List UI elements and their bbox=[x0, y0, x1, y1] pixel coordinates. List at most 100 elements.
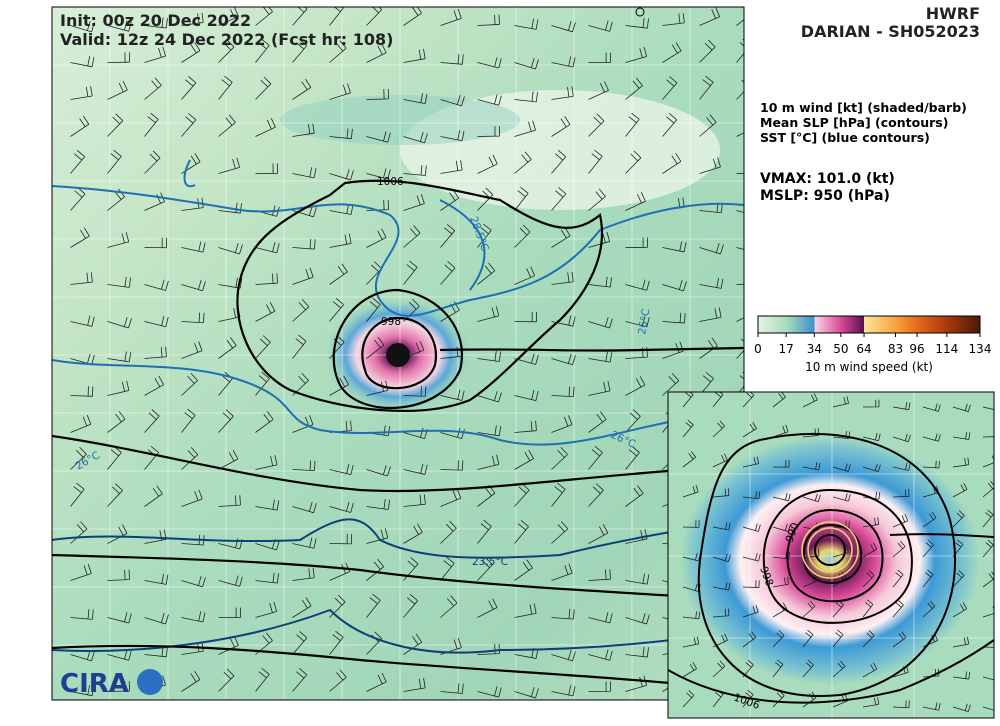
wind-barb bbox=[107, 80, 128, 100]
wind-barb bbox=[292, 501, 317, 514]
wind-barb bbox=[625, 192, 646, 211]
wind-barb bbox=[440, 95, 465, 107]
wind-barb bbox=[403, 593, 418, 618]
wind-barb bbox=[181, 670, 201, 692]
wind-barb bbox=[922, 403, 941, 412]
wind-barb bbox=[366, 168, 391, 180]
wind-barb bbox=[366, 88, 389, 100]
wind-barb bbox=[107, 52, 130, 63]
wind-barb bbox=[107, 524, 128, 544]
wind-barb bbox=[218, 114, 236, 137]
wind-barb bbox=[682, 485, 699, 498]
wind-barb bbox=[625, 112, 640, 137]
wind-barb bbox=[736, 172, 744, 174]
wind-barb bbox=[144, 77, 162, 100]
wind-barb bbox=[255, 371, 270, 396]
wind-barb bbox=[292, 567, 315, 581]
wind-barb bbox=[712, 420, 726, 438]
wind-barb bbox=[892, 433, 911, 443]
wind-barb bbox=[892, 569, 904, 588]
wind-barb bbox=[982, 509, 994, 528]
wind-barb bbox=[892, 599, 904, 618]
wind-barb bbox=[588, 52, 611, 63]
wind-barb bbox=[514, 311, 538, 323]
wind-barb bbox=[699, 157, 721, 174]
marker bbox=[635, 7, 645, 17]
wind-barb bbox=[181, 611, 206, 623]
wind-barb bbox=[862, 542, 878, 558]
wind-barb bbox=[982, 606, 994, 618]
colorbar-tick-label: 64 bbox=[856, 342, 871, 356]
wind-barb bbox=[366, 297, 381, 322]
wind-barb bbox=[218, 157, 241, 174]
wind-barb bbox=[588, 681, 611, 692]
wind-barb bbox=[107, 612, 132, 624]
wind-barb bbox=[625, 409, 641, 433]
wind-barb bbox=[181, 408, 196, 433]
wind-barb bbox=[329, 501, 354, 513]
wind-barb bbox=[218, 277, 243, 289]
wind-barb bbox=[699, 243, 724, 255]
wind-barb bbox=[292, 597, 312, 618]
wind-barb bbox=[477, 519, 492, 544]
wind-barb bbox=[107, 483, 123, 507]
wind-barb bbox=[712, 608, 730, 618]
wind-barb bbox=[144, 409, 160, 433]
wind-barb bbox=[440, 683, 464, 694]
storm-eye bbox=[386, 343, 410, 367]
wind-barb bbox=[218, 607, 241, 618]
wind-barb bbox=[366, 672, 387, 692]
wind-barb bbox=[255, 499, 280, 511]
wind-barb bbox=[551, 20, 576, 33]
wind-barb bbox=[107, 149, 122, 174]
wind-barb bbox=[625, 376, 646, 396]
wind-barb bbox=[477, 57, 502, 69]
wind-barb bbox=[514, 603, 537, 618]
wind-barb bbox=[181, 113, 197, 137]
wind-barb bbox=[625, 646, 649, 658]
wind-barb bbox=[862, 697, 880, 708]
wind-barb bbox=[107, 317, 132, 329]
wind-barb bbox=[514, 120, 536, 137]
wind-barb bbox=[832, 463, 851, 472]
model-name: HWRF bbox=[926, 4, 980, 23]
wind-barb bbox=[477, 425, 502, 437]
wind-barb bbox=[218, 409, 234, 433]
wind-barb bbox=[952, 703, 971, 712]
wind-barb bbox=[477, 643, 500, 655]
wind-barb bbox=[107, 649, 132, 661]
wind-barb bbox=[551, 415, 573, 433]
wind-barb bbox=[403, 7, 422, 26]
wind-barb bbox=[144, 279, 169, 291]
logo-icon bbox=[137, 669, 163, 695]
wind-barb bbox=[952, 636, 970, 648]
wind-barb bbox=[551, 315, 576, 327]
wind-barb bbox=[255, 455, 278, 470]
wind-barb bbox=[922, 539, 934, 558]
grid bbox=[668, 392, 994, 718]
wind-barb bbox=[551, 446, 568, 470]
wind-barb bbox=[551, 116, 571, 137]
wind-barb bbox=[181, 12, 204, 26]
wind-barb bbox=[70, 609, 94, 620]
wind-barb bbox=[477, 598, 498, 618]
wind-barb bbox=[862, 662, 878, 678]
wind-barb bbox=[403, 557, 419, 581]
wind-barb bbox=[742, 456, 760, 468]
wind-barb bbox=[144, 237, 168, 249]
wind-barb bbox=[366, 499, 391, 510]
wind-barb bbox=[699, 307, 722, 322]
wind-barb bbox=[440, 389, 465, 401]
init-time: Init: 00z 20 Dec 2022 bbox=[60, 11, 251, 30]
inset-frame bbox=[667, 391, 995, 719]
wind-barb bbox=[625, 150, 642, 174]
wind-barb bbox=[588, 445, 603, 470]
wind-barb bbox=[218, 39, 235, 63]
wind-barb bbox=[892, 489, 910, 498]
wind-barb bbox=[292, 299, 310, 322]
wind-barb bbox=[862, 432, 881, 442]
wind-barb bbox=[329, 630, 344, 655]
wind-barb bbox=[862, 399, 880, 408]
wind-barb bbox=[514, 266, 536, 285]
wind-barb bbox=[922, 511, 937, 528]
